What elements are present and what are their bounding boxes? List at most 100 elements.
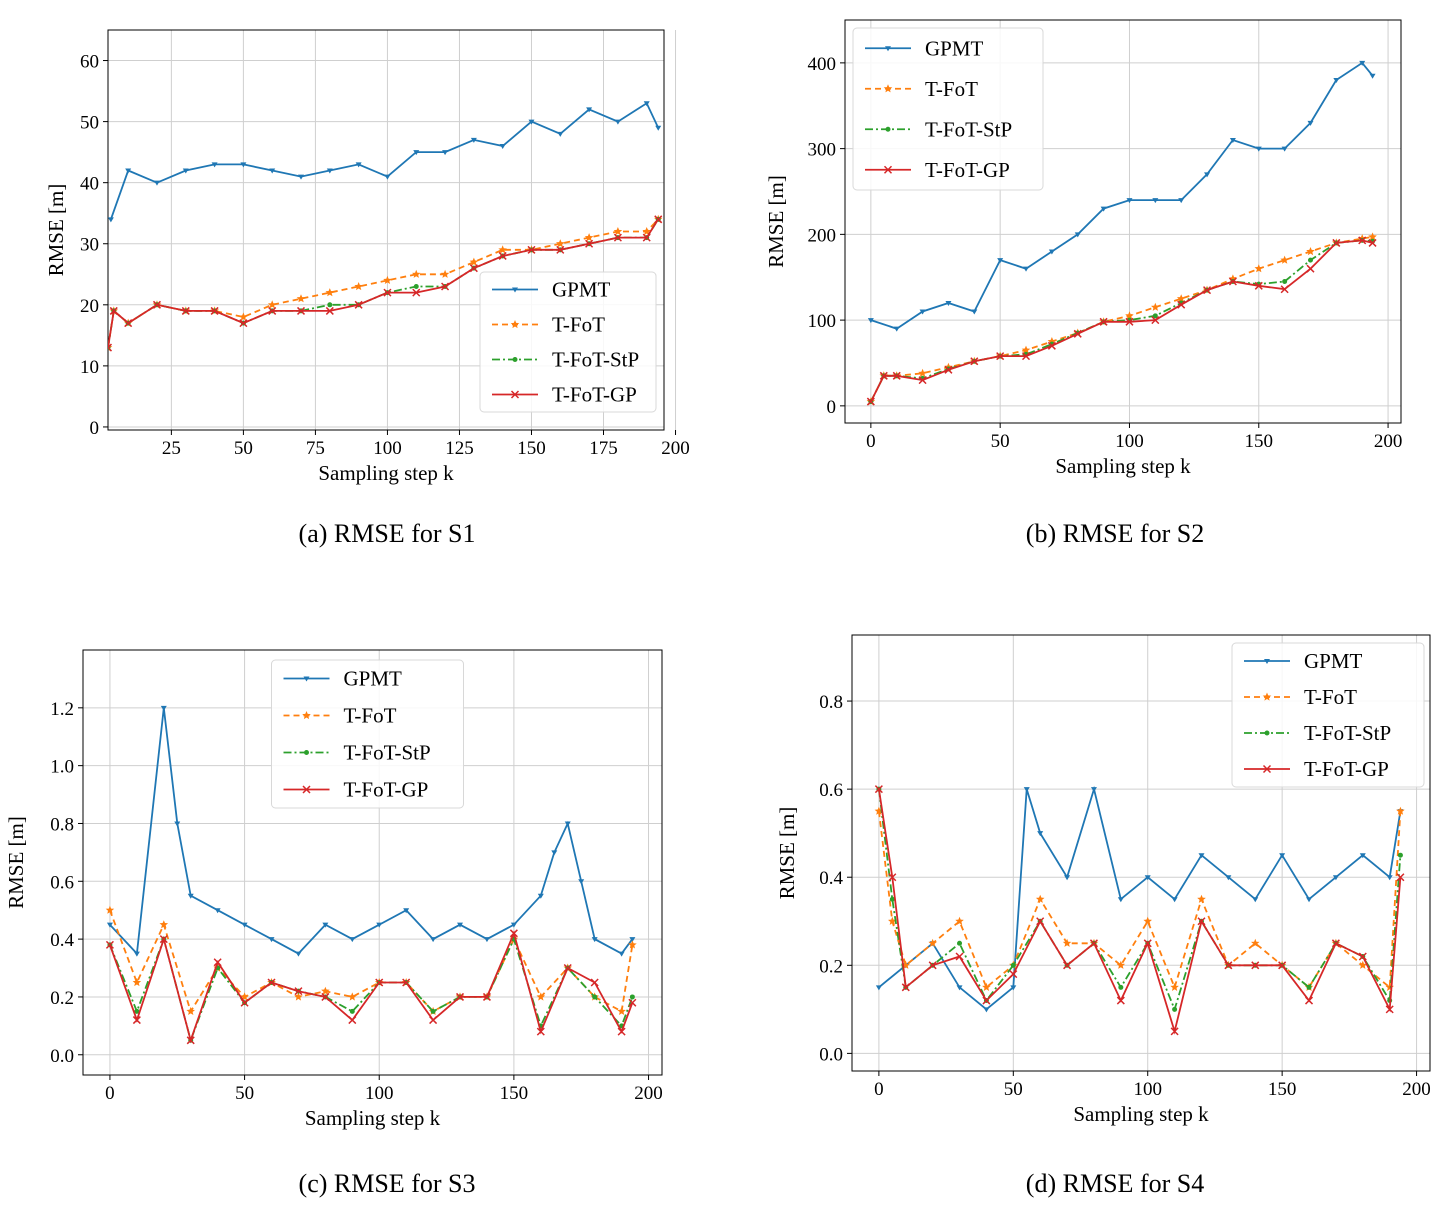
x-tick-label: 100 xyxy=(373,438,402,459)
data-point-gpmt xyxy=(867,318,874,324)
legend-label: T-FoT-GP xyxy=(925,158,1010,182)
y-tick-label: 0.6 xyxy=(50,872,74,893)
data-point-gpmt xyxy=(564,821,571,827)
data-point-t-fot xyxy=(556,239,565,248)
data-point-t-fot xyxy=(498,245,507,254)
legend-label: T-FoT-GP xyxy=(1304,757,1389,781)
legend-marker xyxy=(303,676,310,682)
x-tick-label: 0 xyxy=(866,431,876,452)
data-point-t-fot-gp xyxy=(429,1016,438,1025)
data-point-t-fot-gp xyxy=(1358,236,1367,245)
data-point-gpmt xyxy=(1100,206,1107,212)
data-point-t-fot-stp xyxy=(430,1008,436,1014)
data-point-t-fot-gp xyxy=(536,1027,545,1036)
data-point-gpmt xyxy=(618,951,625,957)
data-point-t-fot-gp xyxy=(1254,281,1263,290)
data-point-t-fot xyxy=(1021,345,1031,354)
data-point-t-fot-stp xyxy=(1307,257,1313,263)
data-point-gpmt xyxy=(1386,875,1393,881)
legend-box xyxy=(479,271,657,413)
data-point-t-fot-gp xyxy=(1332,238,1341,247)
legend-box xyxy=(852,27,1044,191)
data-point-gpmt xyxy=(1279,853,1286,859)
data-point-gpmt xyxy=(106,922,113,928)
data-point-gpmt xyxy=(997,258,1004,264)
data-point-t-fot-gp xyxy=(585,239,594,248)
x-tick-label: 0 xyxy=(874,1079,884,1100)
data-point-gpmt xyxy=(557,131,564,137)
legend-label: T-FoT xyxy=(1304,685,1357,709)
data-point-gpmt xyxy=(614,119,621,125)
legend-marker xyxy=(510,320,520,329)
data-point-t-fot-gp xyxy=(654,215,663,224)
plot-area xyxy=(105,705,637,1045)
data-point-t-fot-gp xyxy=(1036,917,1045,926)
data-point-gpmt xyxy=(1023,787,1030,793)
series-line-t-fot xyxy=(109,909,634,1014)
data-point-t-fot xyxy=(440,269,450,278)
legend-label: GPMT xyxy=(925,36,984,60)
chart-panel-3: 0 50 100 150 200 0.0 0.2 0.4 0.6 0.8 1.0 1.2 GPMT T-F… xyxy=(4,649,663,1198)
data-point-t-fot-stp xyxy=(889,896,895,902)
data-point-t-fot-gp xyxy=(556,245,565,254)
legend-marker xyxy=(1262,692,1272,701)
data-point-t-fot-gp xyxy=(613,233,622,242)
data-point-t-fot-stp xyxy=(1118,984,1124,990)
data-point-t-fot-stp xyxy=(1397,852,1403,858)
x-tick-label: 200 xyxy=(1374,431,1403,452)
legend-marker xyxy=(1264,730,1270,736)
data-point-t-fot-gp xyxy=(1063,961,1072,970)
legend-label: GPMT xyxy=(344,667,403,691)
legend-label: T-FoT xyxy=(552,313,605,337)
data-point-t-fot-gp xyxy=(132,1016,141,1025)
data-point-t-fot-gp xyxy=(105,940,114,949)
data-point-t-fot-gp xyxy=(970,357,979,366)
data-point-gpmt xyxy=(295,951,302,957)
data-point-gpmt xyxy=(537,893,544,899)
data-point-gpmt xyxy=(586,107,593,113)
y-tick-label: 400 xyxy=(808,54,837,75)
legend-label: T-FoT xyxy=(925,77,978,101)
data-point-t-fot-stp xyxy=(629,994,635,1000)
data-point-gpmt xyxy=(1152,198,1159,204)
data-point-t-fot-gp xyxy=(239,319,248,328)
y-tick-label: 0.8 xyxy=(819,692,843,713)
data-point-t-fot xyxy=(325,288,335,297)
legend-marker xyxy=(302,711,311,720)
legend-marker xyxy=(304,750,309,755)
data-point-gpmt xyxy=(269,168,276,174)
data-point-t-fot-gp xyxy=(482,992,491,1001)
data-point-t-fot-stp xyxy=(413,283,419,289)
x-tick-label: 150 xyxy=(1245,431,1274,452)
y-tick-label: 0.2 xyxy=(50,988,74,1009)
data-point-t-fot-gp xyxy=(1306,264,1315,273)
data-point-gpmt xyxy=(153,180,160,186)
data-point-t-fot-gp xyxy=(996,352,1005,361)
legend-label: T-FoT-GP xyxy=(552,383,637,407)
figure-caption: (d) RMSE for S4 xyxy=(1026,1169,1204,1198)
data-point-t-fot-gp xyxy=(563,963,572,973)
data-point-t-fot-gp xyxy=(888,873,897,882)
data-point-t-fot xyxy=(132,978,142,987)
data-point-t-fot xyxy=(1197,894,1206,903)
series-line-gpmt xyxy=(109,707,634,956)
data-point-gpmt xyxy=(160,705,167,711)
x-tick-label: 100 xyxy=(1115,431,1144,452)
data-point-gpmt xyxy=(1171,897,1178,903)
data-point-gpmt xyxy=(1144,875,1151,881)
y-axis-label: RMSE [m] xyxy=(44,184,68,277)
y-axis-label: RMSE [m] xyxy=(4,816,28,909)
data-point-t-fot-stp xyxy=(349,1008,355,1014)
data-point-gpmt xyxy=(983,1007,990,1013)
y-tick-label: 0.6 xyxy=(819,780,843,801)
data-point-t-fot-gp xyxy=(590,978,599,987)
figure-caption: (b) RMSE for S2 xyxy=(1026,519,1204,548)
y-tick-label: 0.2 xyxy=(819,956,843,977)
data-point-t-fot-gp xyxy=(1009,970,1018,979)
data-point-t-fot-gp xyxy=(982,996,991,1005)
x-tick-label: 125 xyxy=(445,438,474,459)
data-point-t-fot-gp xyxy=(1251,961,1260,970)
data-point-t-fot-gp xyxy=(1170,1027,1179,1036)
data-point-t-fot-gp xyxy=(181,306,190,315)
